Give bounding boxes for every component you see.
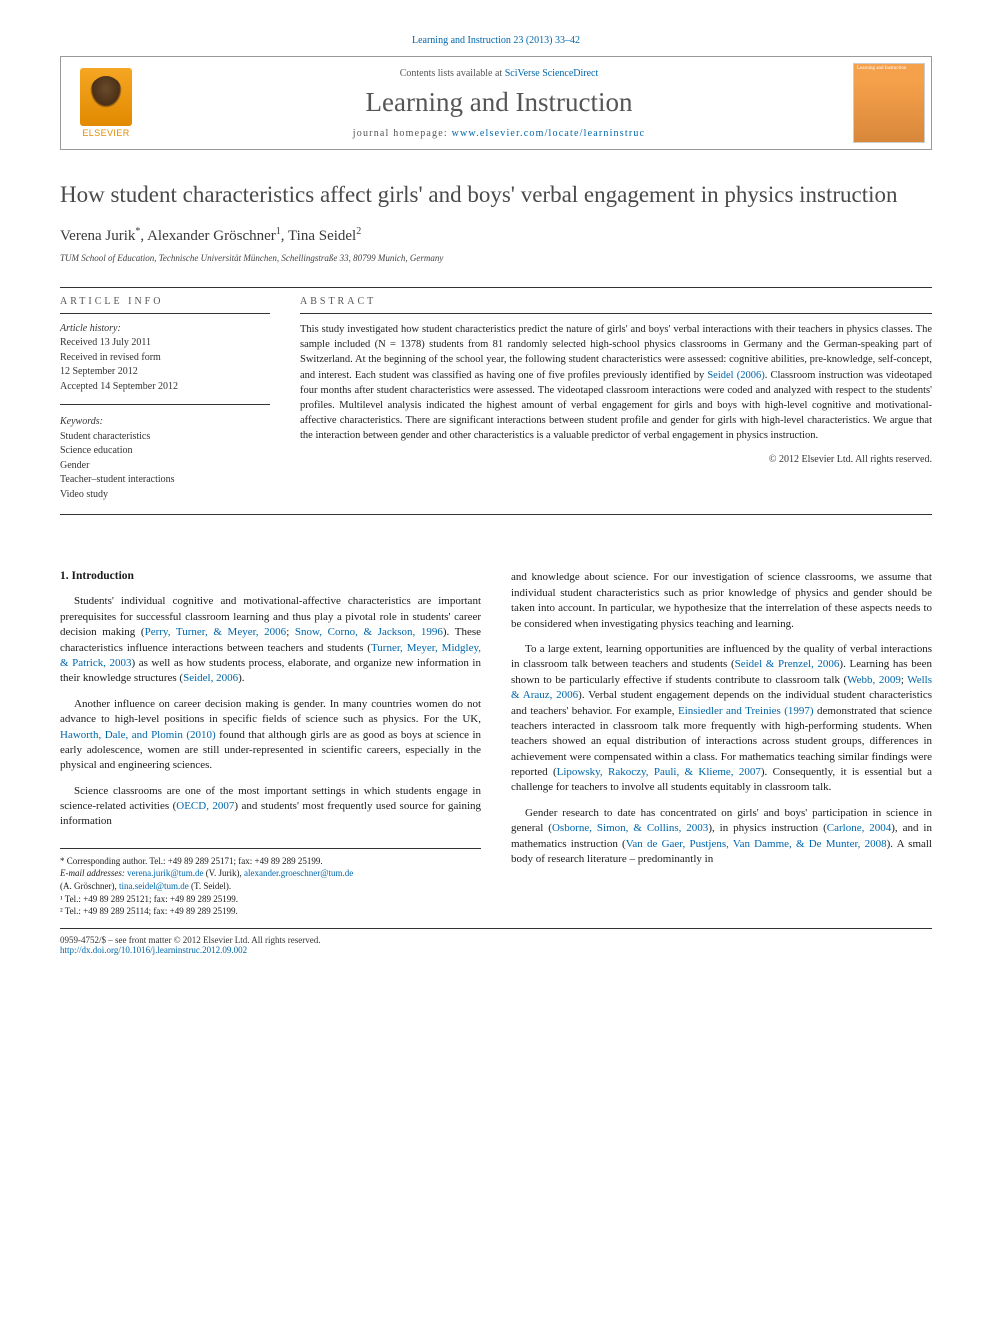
corresponding-author: * Corresponding author. Tel.: +49 89 289… <box>60 855 481 868</box>
t: ), in physics instruction ( <box>708 822 826 834</box>
journal-title: Learning and Instruction <box>161 87 837 118</box>
keyword-3: Gender <box>60 459 270 474</box>
author-3-mark: 2 <box>356 226 361 237</box>
elsevier-tree-icon <box>80 68 132 126</box>
right-p2: To a large extent, learning opportunitie… <box>511 642 932 796</box>
history-revised-l2: 12 September 2012 <box>60 365 270 380</box>
email-3-who: (T. Seidel). <box>191 881 231 891</box>
publisher-logo: ELSEVIER <box>61 57 151 149</box>
abstract-text: This study investigated how student char… <box>300 322 932 444</box>
author-3: Tina Seidel <box>288 228 356 244</box>
left-p3: Science classrooms are one of the most i… <box>60 784 481 830</box>
cite-osborne[interactable]: Osborne, Simon, & Collins, 2003 <box>552 822 708 834</box>
email-line-2: (A. Gröschner), tina.seidel@tum.de (T. S… <box>60 880 481 893</box>
left-column: 1. Introduction Students' individual cog… <box>60 570 481 917</box>
email-1[interactable]: verena.jurik@tum.de <box>127 868 203 878</box>
email-line: E-mail addresses: verena.jurik@tum.de (V… <box>60 867 481 880</box>
article-title: How student characteristics affect girls… <box>60 180 932 210</box>
cover-title: Learning and Instruction <box>854 64 924 82</box>
keyword-4: Teacher–student interactions <box>60 473 270 488</box>
article-info-heading: ARTICLE INFO <box>60 288 270 314</box>
cite-haworth[interactable]: Haworth, Dale, and Plomin (2010) <box>60 729 216 741</box>
article-info-column: ARTICLE INFO Article history: Received 1… <box>60 288 270 503</box>
article-history: Article history: Received 13 July 2011 R… <box>60 322 270 406</box>
cite-vandegaer[interactable]: Van de Gaer, Pustjens, Van Damme, & De M… <box>626 838 887 850</box>
email-2-who: (A. Gröschner), <box>60 881 117 891</box>
abstract-heading: ABSTRACT <box>300 288 932 314</box>
cite-einsiedler[interactable]: Einsiedler and Treinies (1997) <box>678 705 814 717</box>
cite-snow[interactable]: Snow, Corno, & Jackson, 1996 <box>295 626 443 638</box>
author-1: Verena Jurik <box>60 228 135 244</box>
info-abstract-row: ARTICLE INFO Article history: Received 1… <box>60 288 932 503</box>
header-center: Contents lists available at SciVerse Sci… <box>151 57 847 149</box>
t: Another influence on career decision mak… <box>60 698 481 725</box>
authors-line: Verena Jurik*, Alexander Gröschner1, Tin… <box>60 226 932 245</box>
keywords-label: Keywords: <box>60 415 270 430</box>
abstract-column: ABSTRACT This study investigated how stu… <box>300 288 932 503</box>
email-1-who: (V. Jurik), <box>206 868 242 878</box>
right-p1: and knowledge about science. For our inv… <box>511 570 932 632</box>
homepage-line: journal homepage: www.elsevier.com/locat… <box>161 128 837 139</box>
journal-header-box: ELSEVIER Contents lists available at Sci… <box>60 56 932 150</box>
keywords-block: Keywords: Student characteristics Scienc… <box>60 415 270 502</box>
email-2[interactable]: alexander.groeschner@tum.de <box>244 868 353 878</box>
author-2: Alexander Gröschner <box>147 228 276 244</box>
keyword-5: Video study <box>60 488 270 503</box>
history-label: Article history: <box>60 322 270 337</box>
cite-seidel-prenzel[interactable]: Seidel & Prenzel, 2006 <box>735 658 840 670</box>
contents-line: Contents lists available at SciVerse Sci… <box>161 68 837 79</box>
abstract-copyright: © 2012 Elsevier Ltd. All rights reserved… <box>300 454 932 465</box>
left-p1: Students' individual cognitive and motiv… <box>60 594 481 686</box>
cite-oecd[interactable]: OECD, 2007 <box>176 800 234 812</box>
cite-webb[interactable]: Webb, 2009 <box>847 674 901 686</box>
journal-cover-thumbnail: Learning and Instruction <box>853 63 925 143</box>
history-received: Received 13 July 2011 <box>60 336 270 351</box>
cite-seidel[interactable]: Seidel, 2006 <box>183 672 238 684</box>
footer-issn: 0959-4752/$ – see front matter © 2012 El… <box>60 935 932 945</box>
keyword-1: Student characteristics <box>60 430 270 445</box>
history-revised-l1: Received in revised form <box>60 351 270 366</box>
email-3[interactable]: tina.seidel@tum.de <box>119 881 189 891</box>
cover-art <box>854 82 924 142</box>
affiliation: TUM School of Education, Technische Univ… <box>60 253 932 263</box>
body-columns: 1. Introduction Students' individual cog… <box>60 570 932 917</box>
footnote-2: ² Tel.: +49 89 289 25114; fax: +49 89 28… <box>60 905 481 918</box>
rule-bottom <box>60 514 932 515</box>
history-accepted: Accepted 14 September 2012 <box>60 380 270 395</box>
publisher-name: ELSEVIER <box>82 128 129 138</box>
t: ). <box>238 672 244 684</box>
cite-lipowsky[interactable]: Lipowsky, Rakoczy, Pauli, & Klieme, 2007 <box>557 766 761 778</box>
intro-heading: 1. Introduction <box>60 570 481 582</box>
left-p2: Another influence on career decision mak… <box>60 697 481 774</box>
right-column: and knowledge about science. For our inv… <box>511 570 932 917</box>
header-citation: Learning and Instruction 23 (2013) 33–42 <box>60 35 932 46</box>
footer: 0959-4752/$ – see front matter © 2012 El… <box>60 928 932 955</box>
author-1-mark: * <box>135 226 140 237</box>
cite-perry[interactable]: Perry, Turner, & Meyer, 2006 <box>145 626 287 638</box>
keyword-2: Science education <box>60 444 270 459</box>
sciencedirect-link[interactable]: SciVerse ScienceDirect <box>505 68 599 79</box>
t: ; <box>286 626 295 638</box>
footnote-1: ¹ Tel.: +49 89 289 25121; fax: +49 89 28… <box>60 893 481 906</box>
cite-carlone[interactable]: Carlone, 2004 <box>827 822 892 834</box>
homepage-link[interactable]: www.elsevier.com/locate/learninstruc <box>452 128 646 139</box>
footnotes: * Corresponding author. Tel.: +49 89 289… <box>60 848 481 918</box>
right-p3: Gender research to date has concentrated… <box>511 806 932 868</box>
email-label: E-mail addresses: <box>60 868 125 878</box>
footer-doi-link[interactable]: http://dx.doi.org/10.1016/j.learninstruc… <box>60 945 247 955</box>
author-2-mark: 1 <box>276 226 281 237</box>
contents-prefix: Contents lists available at <box>400 68 505 79</box>
homepage-prefix: journal homepage: <box>353 128 452 139</box>
abstract-cite[interactable]: Seidel (2006) <box>707 370 764 381</box>
